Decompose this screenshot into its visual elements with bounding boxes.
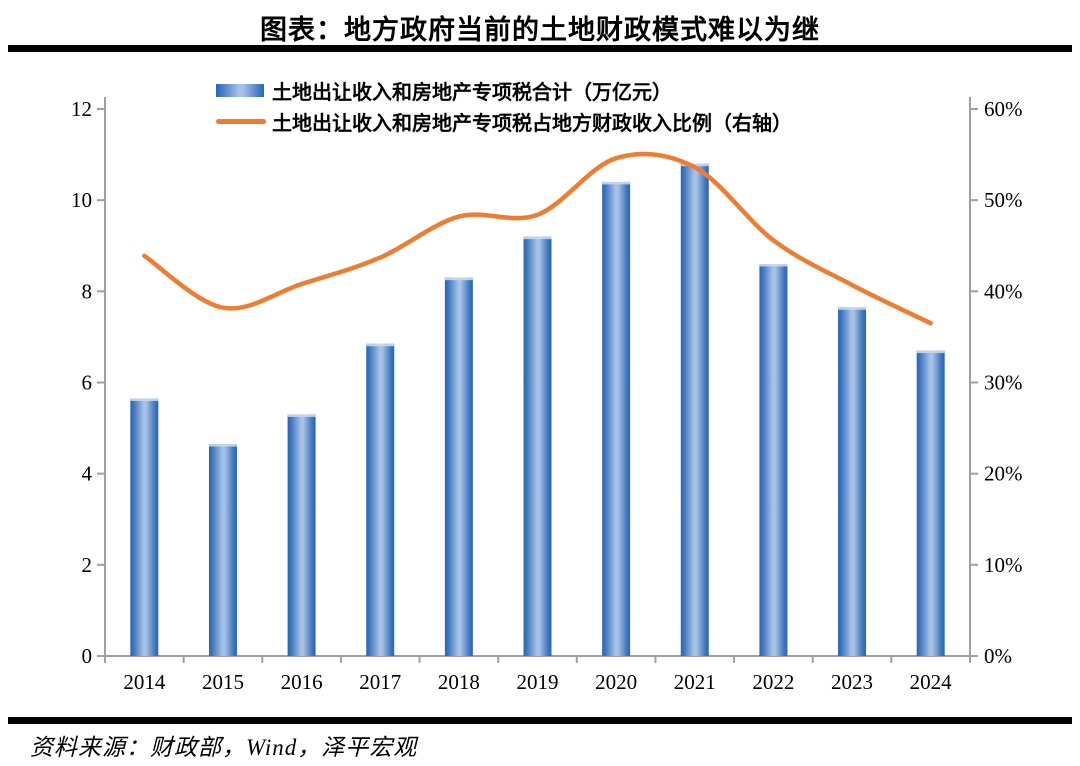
line-series bbox=[142, 151, 933, 326]
right-axis-tick-label: 0% bbox=[984, 644, 1012, 668]
page-title: 图表：地方政府当前的土地财政模式难以为继 bbox=[260, 15, 820, 45]
bar-2022 bbox=[759, 263, 788, 656]
left-axis: 0 2 4 6 8 10 12 bbox=[71, 97, 105, 668]
bar-cap bbox=[444, 277, 473, 281]
x-axis-label: 2018 bbox=[438, 670, 480, 694]
x-axis-label: 2024 bbox=[910, 670, 953, 694]
x-axis-label: 2016 bbox=[281, 670, 323, 694]
bar-cap bbox=[130, 398, 159, 401]
combo-chart: 0 2 4 6 8 10 12 0% 10% 20% 30% 40% 50% 60% 2014 2015 201… bbox=[0, 52, 1080, 712]
right-axis-tick-label: 30% bbox=[984, 371, 1023, 395]
bar-cap bbox=[759, 263, 788, 267]
x-axis-label: 2017 bbox=[359, 670, 401, 694]
x-axis-label: 2015 bbox=[202, 670, 244, 694]
bar-cap bbox=[366, 343, 395, 347]
right-axis-tick-label: 10% bbox=[984, 553, 1023, 577]
bar-cap bbox=[208, 444, 237, 447]
bar-2024 bbox=[916, 350, 945, 656]
left-axis-tick-label: 10 bbox=[71, 188, 92, 212]
right-axis-tick-label: 40% bbox=[984, 279, 1023, 303]
bar-2017 bbox=[366, 343, 395, 656]
right-axis-tick-label: 20% bbox=[984, 462, 1023, 486]
left-axis-tick-label: 4 bbox=[82, 462, 93, 486]
bar-cap bbox=[523, 236, 552, 240]
right-axis-tick-label: 60% bbox=[984, 97, 1023, 121]
top-divider bbox=[8, 45, 1072, 52]
legend-label-bars: 土地出让收入和房地产专项税合计（万亿元） bbox=[272, 81, 672, 104]
bar-2021 bbox=[680, 163, 709, 656]
bar-2019 bbox=[523, 236, 552, 656]
bars-group bbox=[130, 163, 945, 656]
bar-2020 bbox=[602, 181, 631, 656]
bar-2014 bbox=[130, 398, 159, 656]
x-axis-label: 2020 bbox=[595, 670, 637, 694]
legend-label-line: 土地出让收入和房地产专项税占地方财政收入比例（右轴） bbox=[272, 112, 792, 135]
legend-item-bars: 土地出让收入和房地产专项税合计（万亿元） bbox=[216, 78, 792, 104]
left-axis-tick-label: 6 bbox=[82, 371, 93, 395]
left-axis-tick-label: 0 bbox=[82, 644, 93, 668]
line-series-swatch-icon bbox=[216, 118, 266, 124]
x-axis-label: 2014 bbox=[123, 670, 166, 694]
right-axis: 0% 10% 20% 30% 40% 50% 60% bbox=[970, 97, 1023, 668]
x-axis-label: 2022 bbox=[752, 670, 794, 694]
bar-cap bbox=[287, 414, 316, 417]
left-axis-tick-label: 8 bbox=[82, 279, 93, 303]
x-axis-label: 2021 bbox=[674, 670, 716, 694]
right-axis-tick-label: 50% bbox=[984, 188, 1023, 212]
left-axis-tick-label: 2 bbox=[82, 553, 93, 577]
bar-2016 bbox=[287, 414, 316, 656]
legend-item-line: 土地出让收入和房地产专项税占地方财政收入比例（右轴） bbox=[216, 109, 792, 135]
bar-series-swatch-icon bbox=[216, 83, 264, 97]
source-note: 资料来源：财政部，Wind，泽平宏观 bbox=[30, 735, 418, 760]
x-axis-label: 2023 bbox=[831, 670, 873, 694]
bar-2023 bbox=[838, 307, 867, 656]
x-axis-label: 2019 bbox=[517, 670, 559, 694]
bar-cap bbox=[838, 307, 867, 310]
bar-cap bbox=[602, 181, 631, 185]
x-axis: 2014 2015 2016 2017 2018 2019 2020 2021 2022 2023… bbox=[104, 656, 971, 694]
chart-legend: 土地出让收入和房地产专项税合计（万亿元） 土地出让收入和房地产专项税占地方财政收… bbox=[216, 78, 792, 135]
bar-cap bbox=[916, 350, 945, 354]
bottom-divider bbox=[8, 717, 1072, 724]
bar-2018 bbox=[444, 277, 473, 656]
bar-2015 bbox=[208, 444, 237, 656]
left-axis-tick-label: 12 bbox=[71, 97, 92, 121]
